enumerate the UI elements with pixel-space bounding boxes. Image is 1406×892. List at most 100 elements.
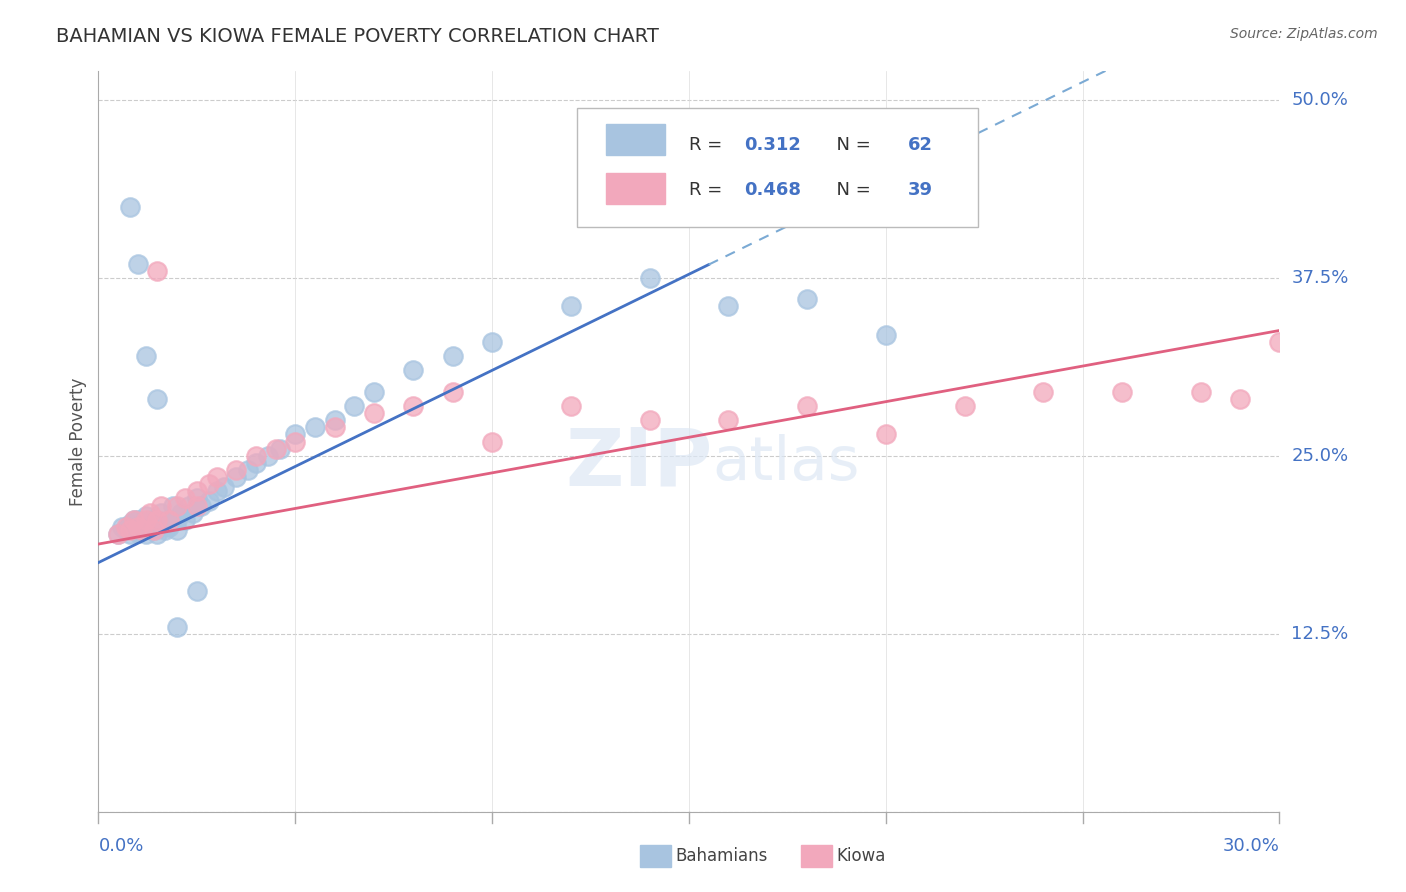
- Point: [441, 384, 464, 399]
- Point: [174, 491, 197, 506]
- Text: 50.0%: 50.0%: [1291, 91, 1348, 109]
- Point: [122, 523, 145, 537]
- Point: [1229, 392, 1251, 406]
- Point: [245, 449, 267, 463]
- Point: [127, 525, 149, 540]
- Point: [256, 449, 278, 463]
- Point: [225, 463, 247, 477]
- Point: [162, 499, 184, 513]
- Point: [717, 299, 740, 313]
- Point: [343, 399, 366, 413]
- Point: [166, 499, 188, 513]
- FancyBboxPatch shape: [576, 108, 979, 227]
- Point: [190, 499, 212, 513]
- Text: 37.5%: 37.5%: [1291, 268, 1348, 287]
- Point: [107, 527, 129, 541]
- Y-axis label: Female Poverty: Female Poverty: [69, 377, 87, 506]
- Point: [135, 513, 157, 527]
- Point: [1111, 384, 1133, 399]
- Text: N =: N =: [825, 181, 876, 200]
- Point: [1268, 334, 1291, 349]
- Point: [131, 523, 153, 537]
- Point: [142, 523, 165, 537]
- Point: [560, 299, 582, 313]
- Point: [122, 513, 145, 527]
- Text: 0.0%: 0.0%: [98, 838, 143, 855]
- Point: [174, 513, 197, 527]
- Point: [157, 520, 180, 534]
- Text: 0.468: 0.468: [744, 181, 801, 200]
- Point: [138, 506, 160, 520]
- Point: [146, 513, 169, 527]
- Point: [402, 363, 425, 377]
- Point: [264, 442, 287, 456]
- Point: [284, 427, 307, 442]
- Point: [1032, 384, 1054, 399]
- Point: [155, 523, 177, 537]
- Point: [118, 523, 141, 537]
- Point: [638, 270, 661, 285]
- Point: [481, 334, 503, 349]
- Point: [131, 523, 153, 537]
- Text: Bahamians: Bahamians: [675, 847, 768, 865]
- Text: 0.312: 0.312: [744, 136, 801, 153]
- Point: [205, 484, 228, 499]
- Point: [1189, 384, 1212, 399]
- Text: 39: 39: [907, 181, 932, 200]
- Point: [127, 513, 149, 527]
- Point: [323, 413, 346, 427]
- Point: [111, 520, 134, 534]
- Point: [127, 520, 149, 534]
- Point: [481, 434, 503, 449]
- Point: [131, 520, 153, 534]
- Text: Source: ZipAtlas.com: Source: ZipAtlas.com: [1230, 27, 1378, 41]
- Point: [197, 477, 219, 491]
- Point: [146, 513, 169, 527]
- Point: [127, 256, 149, 270]
- Point: [269, 442, 291, 456]
- Point: [138, 520, 160, 534]
- Point: [135, 508, 157, 523]
- Point: [638, 413, 661, 427]
- Point: [236, 463, 259, 477]
- Text: BAHAMIAN VS KIOWA FEMALE POVERTY CORRELATION CHART: BAHAMIAN VS KIOWA FEMALE POVERTY CORRELA…: [56, 27, 659, 45]
- Point: [560, 399, 582, 413]
- Point: [953, 399, 976, 413]
- Bar: [606, 173, 665, 204]
- Point: [135, 517, 157, 532]
- Text: atlas: atlas: [713, 434, 860, 493]
- Text: 62: 62: [907, 136, 932, 153]
- Point: [127, 520, 149, 534]
- Point: [197, 494, 219, 508]
- Point: [118, 200, 141, 214]
- Point: [363, 406, 385, 420]
- Point: [170, 506, 193, 520]
- Point: [284, 434, 307, 449]
- Point: [177, 499, 200, 513]
- Point: [186, 584, 208, 599]
- Point: [115, 520, 138, 534]
- Point: [214, 480, 236, 494]
- Point: [135, 527, 157, 541]
- Point: [107, 527, 129, 541]
- Point: [166, 513, 188, 527]
- Bar: [606, 124, 665, 155]
- Text: ZIP: ZIP: [565, 425, 713, 503]
- Point: [135, 349, 157, 363]
- Point: [363, 384, 385, 399]
- Point: [875, 427, 897, 442]
- Point: [186, 491, 208, 506]
- Text: R =: R =: [689, 136, 728, 153]
- Point: [304, 420, 326, 434]
- Text: R =: R =: [689, 181, 728, 200]
- Point: [323, 420, 346, 434]
- Point: [186, 499, 208, 513]
- Point: [142, 517, 165, 532]
- Text: 12.5%: 12.5%: [1291, 624, 1348, 643]
- Point: [118, 527, 141, 541]
- Point: [150, 506, 173, 520]
- Point: [166, 619, 188, 633]
- Point: [186, 484, 208, 499]
- Point: [441, 349, 464, 363]
- Point: [146, 392, 169, 406]
